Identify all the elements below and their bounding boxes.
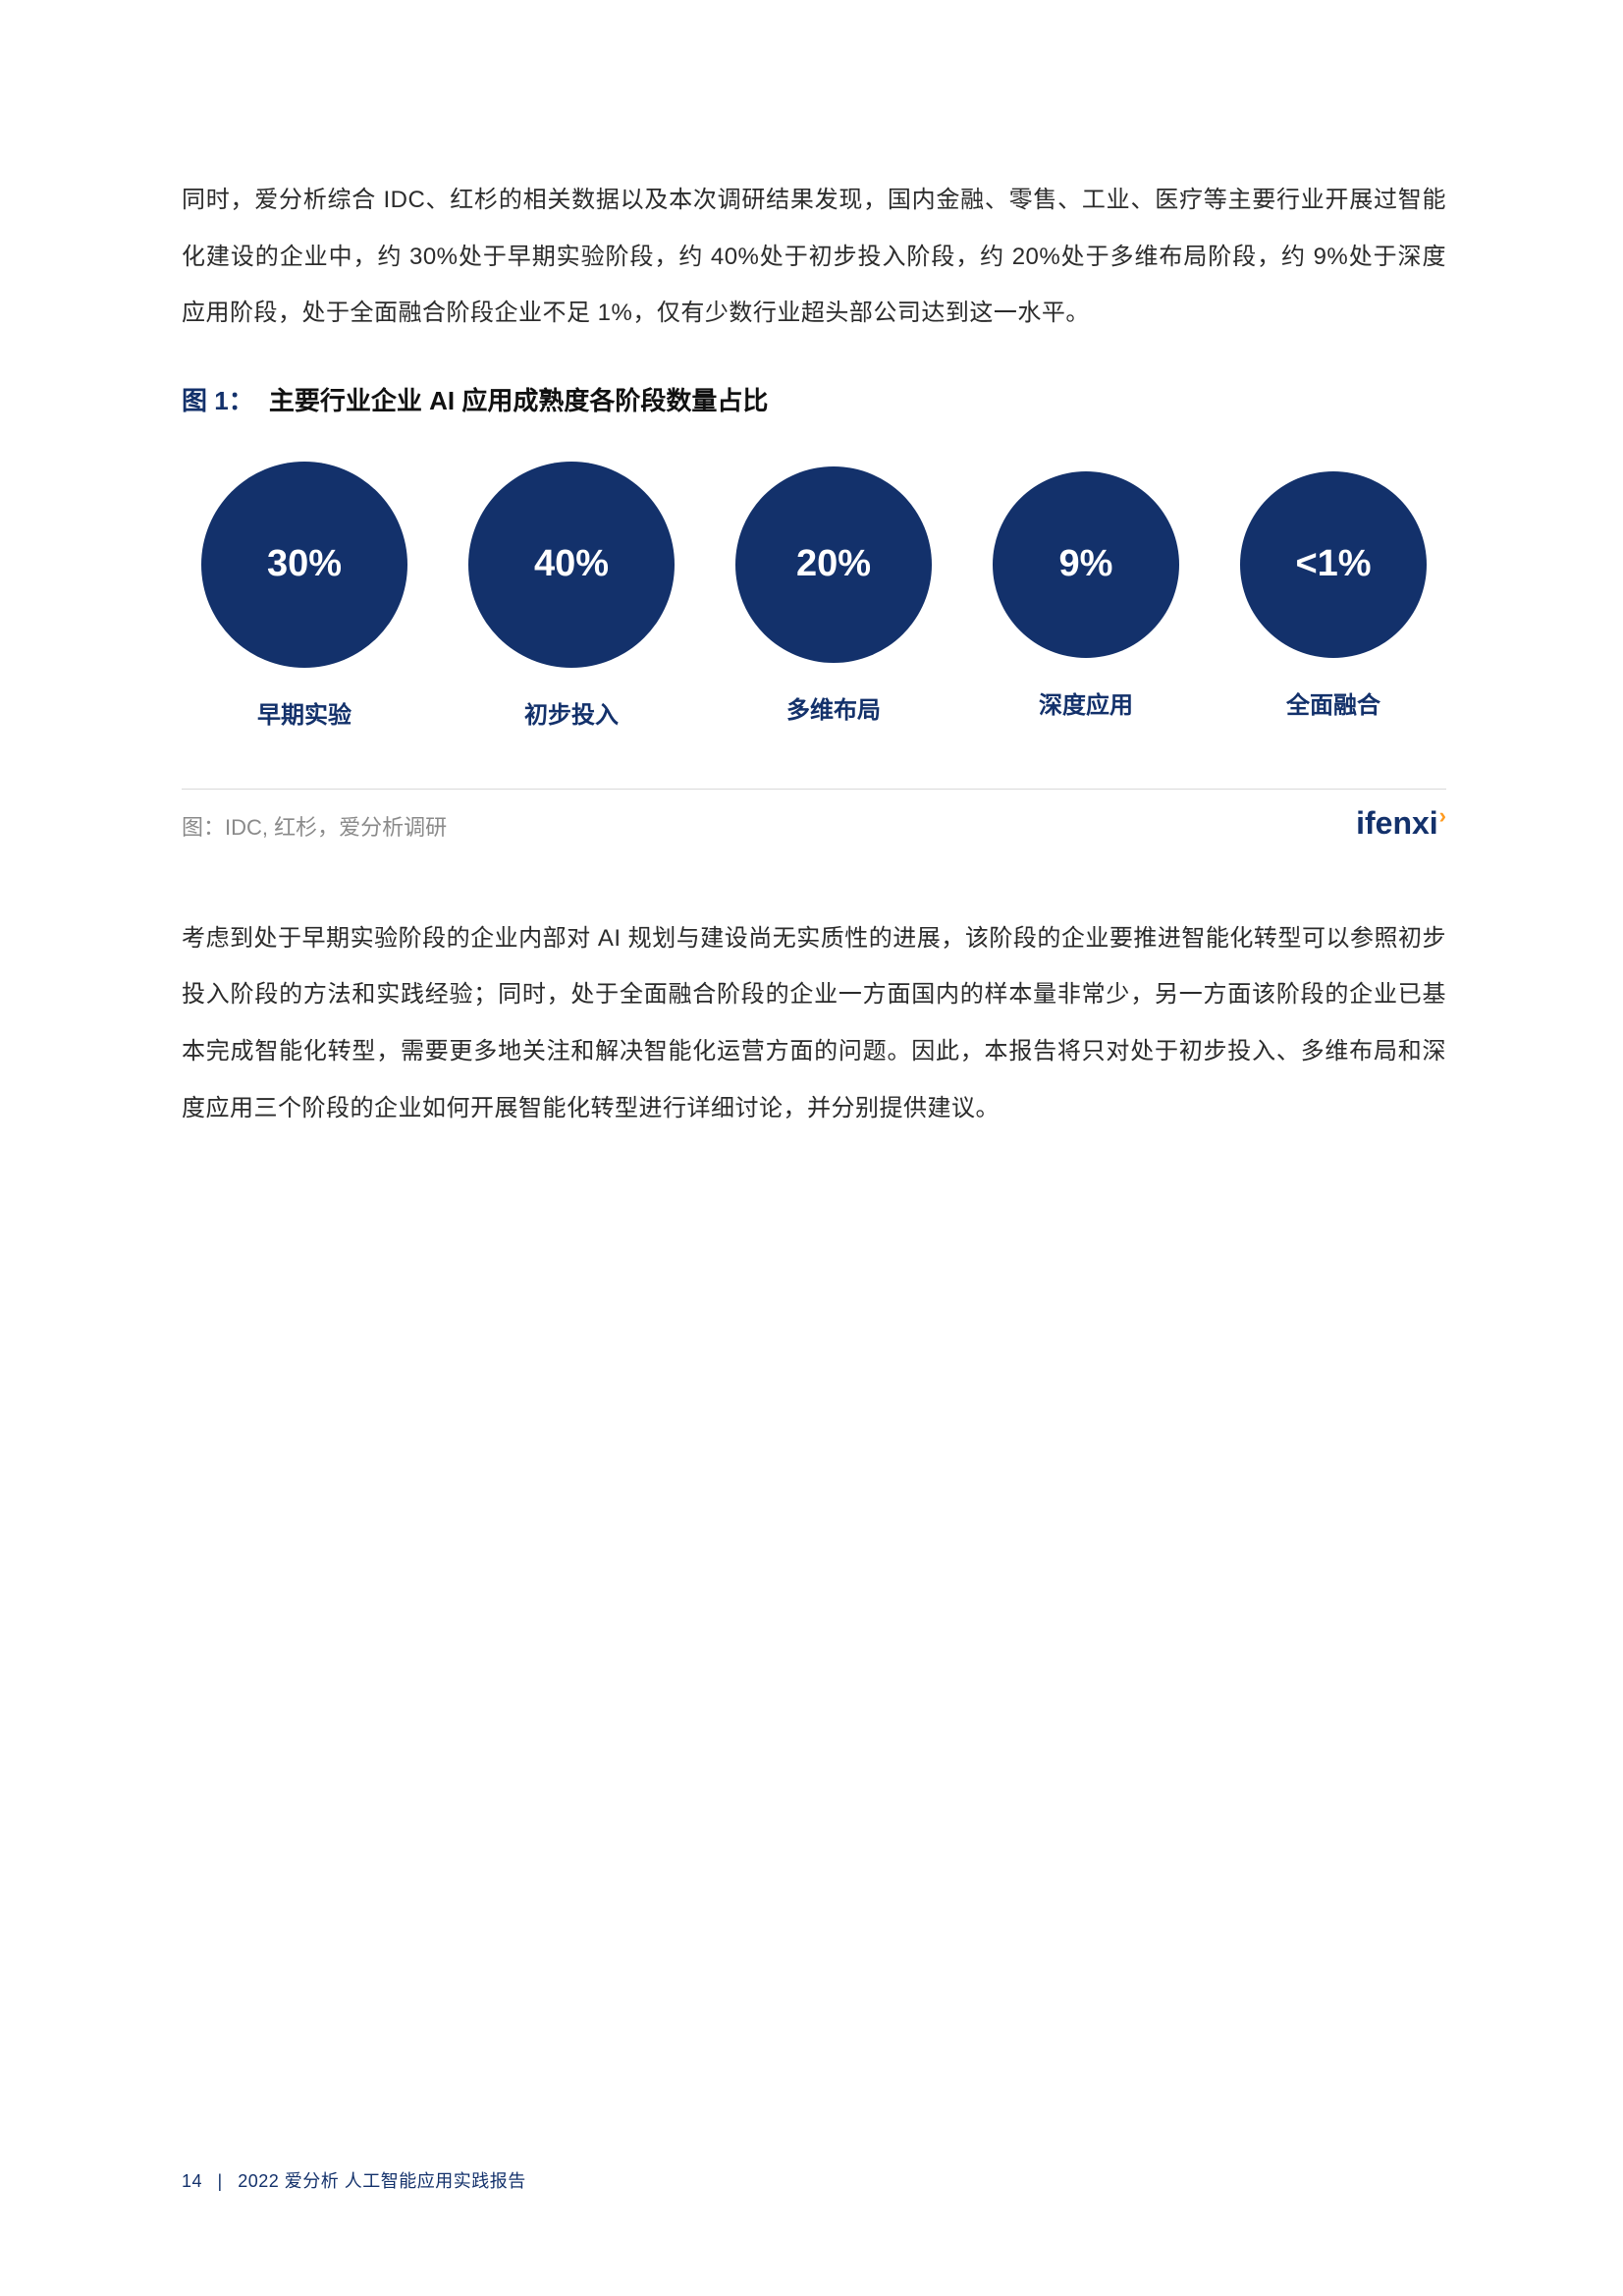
page-number: 14 [182,2171,202,2191]
stage-circle: 30% [201,462,407,668]
stage-value: 40% [534,543,609,585]
figure-source: 图：IDC, 红杉，爱分析调研 [182,810,447,842]
stage-item-3: 9% 深度应用 [993,471,1179,720]
paragraph-2: 考虑到处于早期实验阶段的企业内部对 AI 规划与建设尚无实质性的进展，该阶段的企… [182,910,1446,1136]
stage-label: 初步投入 [524,695,619,730]
brand-arrow-icon: › [1439,803,1446,829]
stage-value: <1% [1295,543,1371,585]
report-title: 2022 爱分析 人工智能应用实践报告 [238,2171,526,2191]
figure-label: 图 1： [182,386,254,415]
maturity-stages-row: 30% 早期实验 40% 初步投入 20% 多维布局 9% 深度应用 <1% 全面融合 [182,452,1446,730]
stage-value: 9% [1059,543,1113,585]
stage-circle: <1% [1240,471,1427,658]
stage-item-2: 20% 多维布局 [735,466,932,725]
figure-title-text: 主要行业企业 AI 应用成熟度各阶段数量占比 [269,386,768,415]
figure-1-title: 图 1： 主要行业企业 AI 应用成熟度各阶段数量占比 [182,381,1446,417]
stage-value: 20% [796,543,871,585]
stage-item-1: 40% 初步投入 [468,462,675,730]
stage-item-4: <1% 全面融合 [1240,471,1427,720]
stage-label: 全面融合 [1286,685,1380,720]
stage-label: 多维布局 [786,690,881,725]
brand-logo: ifenxi › [1356,805,1446,842]
brand-text: ifenxi [1356,805,1438,842]
stage-item-0: 30% 早期实验 [201,462,407,730]
figure-source-bar: 图：IDC, 红杉，爱分析调研 ifenxi › [182,789,1446,842]
stage-value: 30% [267,543,342,585]
footer-divider: | [218,2171,223,2191]
stage-circle: 9% [993,471,1179,658]
figure-1-chart: 30% 早期实验 40% 初步投入 20% 多维布局 9% 深度应用 <1% 全面融合 图：IDC… [182,452,1446,842]
report-page: 同时，爱分析综合 IDC、红杉的相关数据以及本次调研结果发现，国内金融、零售、工… [0,0,1623,2296]
stage-circle: 40% [468,462,675,668]
paragraph-1: 同时，爱分析综合 IDC、红杉的相关数据以及本次调研结果发现，国内金融、零售、工… [182,172,1446,342]
stage-circle: 20% [735,466,932,663]
stage-label: 深度应用 [1039,685,1133,720]
stage-label: 早期实验 [257,695,352,730]
page-footer: 14 | 2022 爱分析 人工智能应用实践报告 [182,2167,526,2193]
